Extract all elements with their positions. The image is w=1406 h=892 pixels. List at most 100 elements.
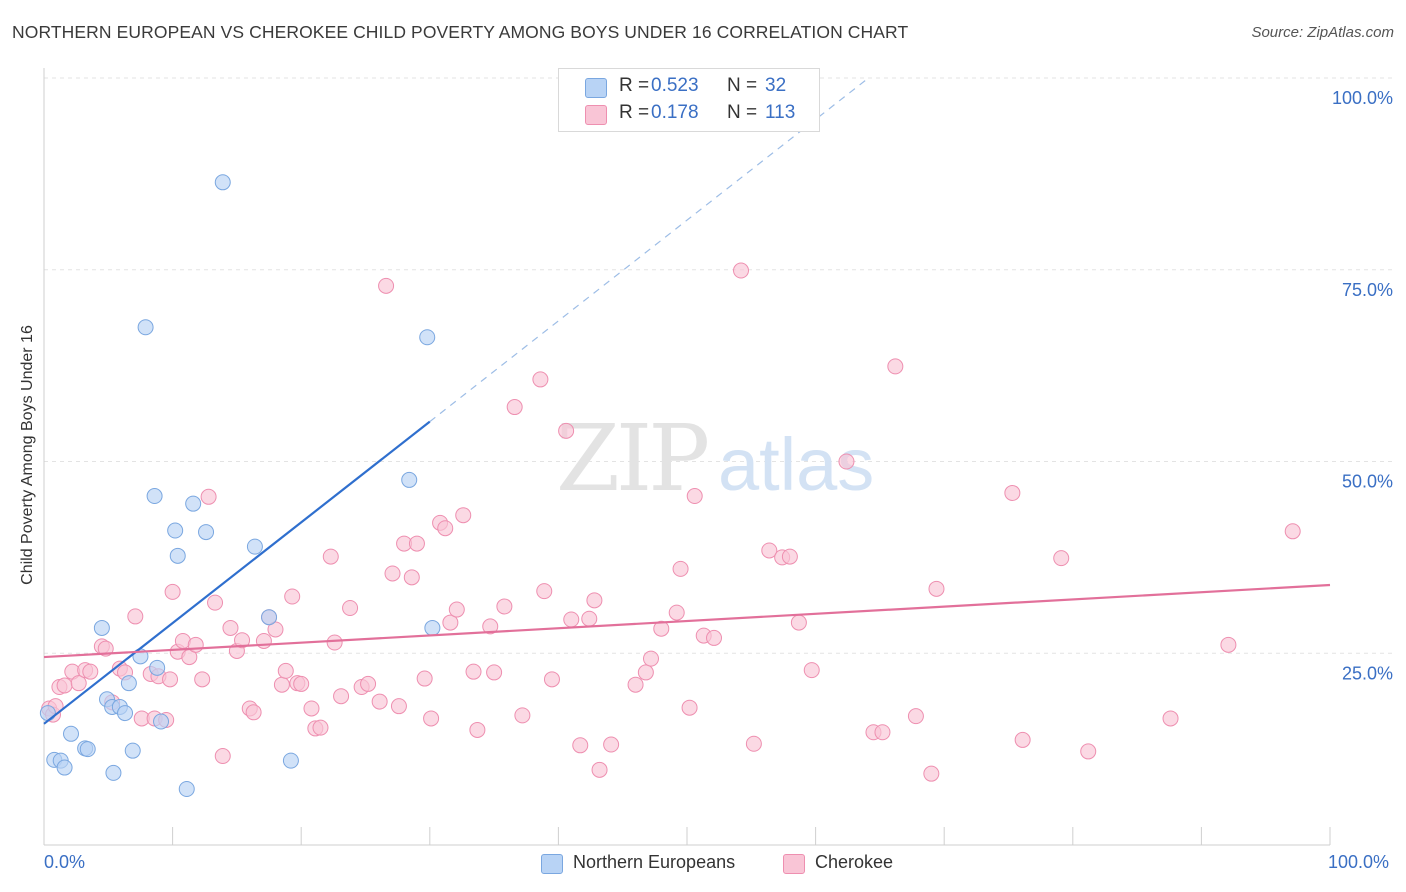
cherokee-point: [408, 535, 425, 552]
northern-european-trend-line: [43, 420, 431, 725]
cherokee-point: [200, 488, 217, 505]
cherokee-point: [603, 736, 620, 753]
cherokee-point: [591, 761, 608, 778]
northern-european-trend-extension: [429, 78, 868, 423]
cherokee-point: [333, 688, 350, 705]
cherokee-point: [923, 765, 940, 782]
cherokee-point: [245, 704, 262, 721]
legend-r-value: 0.523: [651, 75, 699, 96]
northern-european-point: [39, 705, 56, 722]
trend-lines: [43, 78, 1331, 725]
cherokee-point: [390, 698, 407, 715]
cherokee-point: [194, 671, 211, 688]
northern-european-point: [185, 495, 202, 512]
cherokee-point: [312, 719, 329, 736]
cherokee-point: [761, 542, 778, 559]
northern-european-points: [39, 174, 441, 798]
cherokee-point: [127, 608, 144, 625]
cherokee-point: [668, 604, 685, 621]
cherokee-point: [442, 614, 459, 631]
legend-n-label: N =: [727, 75, 758, 96]
x-tick-label-min: 0.0%: [44, 852, 86, 872]
bottom-legend-label-northern: Northern Europeans: [573, 852, 736, 872]
cherokee-point: [455, 507, 472, 524]
cherokee-point: [482, 618, 499, 635]
cherokee-point: [1220, 636, 1237, 653]
northern-european-point: [198, 524, 215, 541]
cherokee-point: [342, 599, 359, 616]
cherokee-point: [558, 422, 575, 439]
cherokee-point: [469, 721, 486, 738]
cherokee-point: [874, 724, 891, 741]
cherokee-point: [371, 693, 388, 710]
cherokee-point: [56, 677, 73, 694]
cherokee-point: [581, 610, 598, 627]
cherokee-point: [187, 636, 204, 653]
y-tick-label: 75.0%: [1342, 280, 1393, 300]
cherokee-point: [686, 488, 703, 505]
legend-n-label: N =: [727, 102, 758, 123]
northern-european-point: [105, 764, 122, 781]
legend-n-value: 32: [765, 75, 787, 96]
northern-european-point: [93, 619, 110, 636]
source-label: Source: ZipAtlas.com: [1251, 24, 1394, 41]
cherokee-point: [653, 620, 670, 637]
cherokee-point: [1080, 743, 1097, 760]
cherokee-point: [928, 580, 945, 597]
cherokee-point: [273, 676, 290, 693]
cherokee-point: [543, 671, 560, 688]
northern-european-point: [419, 329, 436, 346]
legend-n-value: 113: [765, 102, 796, 123]
cherokee-point: [284, 588, 301, 605]
cherokee-point: [255, 632, 272, 649]
cherokee-point: [627, 676, 644, 693]
cherokee-point: [733, 262, 750, 279]
northern-european-point: [178, 781, 195, 798]
cherokee-point: [745, 735, 762, 752]
legend-swatch-cherokee: [585, 105, 607, 125]
cherokee-point: [384, 565, 401, 582]
cherokee-point: [465, 663, 482, 680]
watermark-zip: ZIP: [556, 405, 707, 512]
cherokee-point: [162, 671, 179, 688]
cherokee-point: [1162, 710, 1179, 727]
cherokee-point: [672, 560, 689, 577]
grid-lines: [44, 77, 1392, 654]
cherokee-point: [486, 664, 503, 681]
cherokee-point: [637, 664, 654, 681]
y-tick-label: 100.0%: [1332, 88, 1393, 108]
cherokee-point: [781, 548, 798, 565]
cherokee-point: [642, 650, 659, 667]
cherokee-point: [82, 663, 99, 680]
stats-legend: R = 0.523 N = 32 R = 0.178 N = 113: [558, 68, 820, 132]
y-tick-label: 25.0%: [1342, 663, 1393, 683]
cherokee-point: [267, 621, 284, 638]
legend-r-label: R =: [619, 75, 650, 96]
cherokee-point: [416, 670, 433, 687]
cherokee-point: [803, 662, 820, 679]
cherokee-point: [214, 748, 231, 765]
cherokee-point: [277, 662, 294, 679]
cherokee-point: [496, 598, 513, 615]
northern-european-point: [169, 547, 186, 564]
northern-european-point: [63, 725, 80, 742]
cherokee-point: [360, 675, 377, 692]
northern-european-point: [146, 488, 163, 505]
northern-european-point: [424, 619, 441, 636]
cherokee-point: [378, 277, 395, 294]
cherokee-point: [506, 399, 523, 416]
legend-swatch-northern: [585, 78, 607, 98]
northern-european-point: [153, 713, 170, 730]
bottom-legend-label-cherokee: Cherokee: [815, 852, 894, 872]
cherokee-point: [1053, 550, 1070, 567]
y-tick-labels: 25.0% 50.0% 75.0% 100.0%: [1332, 88, 1393, 683]
cherokee-point: [70, 675, 87, 692]
northern-european-point: [149, 659, 166, 676]
cherokee-point: [536, 583, 553, 600]
northern-european-point: [401, 471, 418, 488]
cherokee-point: [572, 737, 589, 754]
legend-r-label: R =: [619, 102, 650, 123]
cherokee-point: [706, 629, 723, 646]
northern-european-point: [120, 675, 137, 692]
